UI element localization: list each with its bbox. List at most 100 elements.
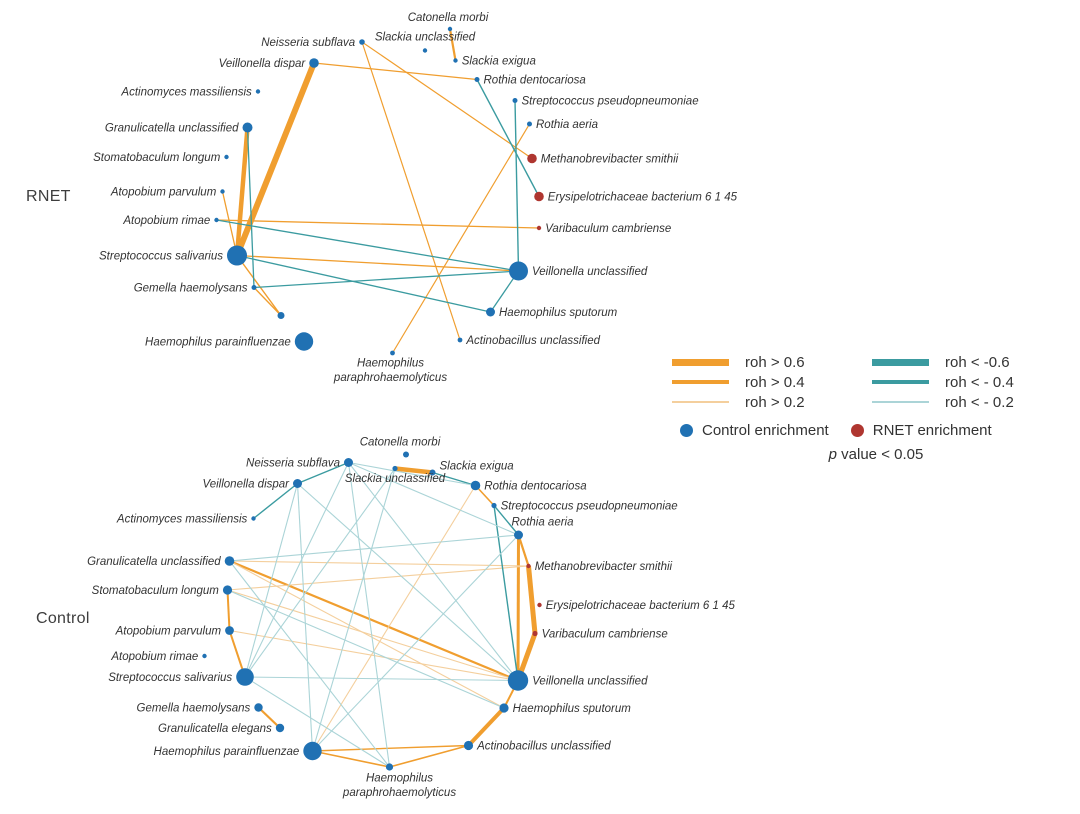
- control-node-label-parvulum: Atopobium parvulum: [115, 626, 222, 638]
- legend-label: roh > 0.2: [745, 393, 805, 411]
- control-node-label-veillonella_u: Veillonella unclassified: [532, 676, 648, 688]
- control-node-catonella: [403, 451, 409, 458]
- rnet-node-dentocariosa: [474, 77, 480, 82]
- control-edge-neisseria-salivarius: [244, 462, 349, 678]
- rnet-node-salivarius: [227, 245, 247, 266]
- control-node-massiliensis: [251, 516, 256, 521]
- rnet-node-label-actinobacillus: Actinobacillus unclassified: [465, 335, 600, 347]
- rnet-node-label-parainfluenzae: Haemophilus parainfluenzae: [145, 337, 291, 349]
- control-node-label-granulicatella_e: Granulicatella elegans: [158, 723, 272, 735]
- rnet-node-label-veillonella_u: Veillonella unclassified: [532, 266, 648, 278]
- rnet-network-title: RNET: [26, 188, 71, 205]
- control-edge-dispar-massiliensis: [253, 482, 298, 520]
- control-edge-dispar-salivarius: [244, 483, 299, 678]
- rnet-node-varibaculum: [536, 225, 542, 231]
- control-node-label-varibaculum: Varibaculum cambriense: [542, 629, 668, 641]
- rnet-node-label-exigua: Slackia exigua: [462, 56, 536, 68]
- control-edge-pseudo-veillonella_u: [493, 505, 519, 681]
- control-node-label-methano: Methanobrevibacter smithii: [535, 561, 673, 573]
- control-node-dentocariosa: [470, 480, 481, 491]
- legend-label: roh < -0.6: [945, 353, 1010, 371]
- rnet-node-massiliensis: [255, 89, 261, 94]
- rnet-edge-salivarius-unlabeled: [236, 255, 282, 316]
- control-enrichment-dot-icon: [680, 423, 693, 437]
- rnet-node-label-methano: Methanobrevibacter smithii: [541, 154, 679, 166]
- control-edge-aeria-veillonella_u: [516, 534, 520, 681]
- rnet-node-label-neisseria: Neisseria subflava: [261, 37, 355, 49]
- legend-row-neg-mid: roh < - 0.4: [872, 372, 1080, 392]
- legend-label: roh < - 0.2: [945, 393, 1014, 411]
- control-edge-gemella-granulicatella_e: [257, 706, 281, 729]
- negative-medium-line-swatch: [872, 380, 929, 384]
- control-edge-parainfluenzae-actinobacillus: [312, 744, 469, 752]
- rnet-enrichment-dot-icon: [850, 423, 864, 437]
- control-edge-granulicatella_u-methano: [229, 560, 529, 567]
- rnet-edge-salivarius-sputorum: [236, 254, 491, 313]
- rnet-node-rimae: [214, 217, 219, 223]
- rnet-node-neisseria: [359, 39, 365, 45]
- control-edge-salivarius-paraphro: [244, 676, 390, 768]
- control-edge-parainfluenzae-paraphro: [312, 750, 390, 768]
- legend-row-pos-thin: roh > 0.2: [672, 392, 872, 412]
- rnet-node-granulicatella_u: [242, 122, 253, 133]
- rnet-node-catonella: [447, 26, 453, 32]
- control-node-label-aeria: Rothia aeria: [512, 517, 574, 529]
- rnet-node-label-catonella: Catonella morbi: [408, 12, 489, 24]
- control-edge-paraphro-actinobacillus: [389, 744, 469, 768]
- control-node-parvulum: [225, 626, 234, 635]
- network-control: Catonella morbi Neisseria subflava Slackia…: [87, 437, 735, 800]
- control-node-label-rimae: Atopobium rimae: [110, 651, 198, 663]
- control-edge-granulicatella_u-veillonella_u: [229, 559, 519, 682]
- rnet-node-stomatobaculum: [224, 154, 229, 160]
- rnet-node-label-gemella: Gemella haemolysans: [134, 283, 248, 295]
- control-node-label-pseudo: Streptococcus pseudopneumoniae: [501, 501, 678, 513]
- rnet-node-ery: [534, 191, 544, 202]
- control-edge-slackia_u-parainfluenzae: [311, 468, 396, 752]
- rnet-node-paraphro: [390, 350, 395, 356]
- control-edge-parvulum-veillonella_u: [229, 629, 519, 682]
- legend-row-neg-thin: roh < - 0.2: [872, 392, 1080, 412]
- rnet-node-actinobacillus: [457, 337, 463, 343]
- rnet-node-label-slackia_u: Slackia unclassified: [375, 31, 476, 43]
- control-node-paraphro: [385, 763, 394, 771]
- positive-medium-line-swatch: [672, 380, 729, 384]
- legend-label: roh > 0.6: [745, 353, 805, 371]
- control-node-label-massiliensis: Actinomyces massiliensis: [116, 514, 248, 526]
- control-node-label-dentocariosa: Rothia dentocariosa: [484, 481, 586, 493]
- network-rnet: Catonella morbi Neisseria subflava Slackia…: [93, 12, 738, 384]
- rnet-node-pseudo: [512, 98, 518, 103]
- rnet-edge-gemella-veillonella_u: [253, 270, 519, 289]
- control-edge-slackia_u-salivarius: [244, 468, 396, 678]
- rnet-node-label-parvulum: Atopobium parvulum: [110, 187, 217, 199]
- rnet-node-label-varibaculum: Varibaculum cambriense: [545, 223, 671, 235]
- control-node-label-dispar: Veillonella dispar: [202, 479, 290, 491]
- control-node-dispar: [293, 479, 302, 488]
- control-edge-granulicatella_u-aeria: [229, 534, 519, 562]
- legend-row-pos-strong: roh > 0.6: [672, 352, 872, 372]
- control-edge-granulicatella_u-paraphro: [229, 560, 390, 768]
- negative-thick-line-swatch: [872, 358, 929, 366]
- control-node-parainfluenzae: [303, 741, 322, 761]
- control-edge-neisseria-paraphro: [347, 462, 391, 768]
- legend-row-neg-strong: roh < -0.6: [872, 352, 1080, 372]
- rnet-node-label-stomatobaculum: Stomatobaculum longum: [93, 152, 221, 164]
- control-node-varibaculum: [532, 630, 538, 637]
- control-node-actinobacillus: [463, 740, 474, 751]
- control-node-label-exigua: Slackia exigua: [440, 461, 514, 473]
- rnet-edge-granulicatella_u-gemella: [246, 127, 255, 288]
- control-node-label-paraphro: Haemophilus paraphrohaemolyticus: [342, 773, 456, 800]
- rnet-edge-salivarius-veillonella_u: [236, 254, 519, 272]
- rnet-edge-aeria-paraphro: [391, 123, 531, 354]
- control-node-label-neisseria: Neisseria subflava: [246, 458, 340, 470]
- rnet-node-label-ery: Erysipelotrichaceae bacterium 6 1 45: [548, 192, 738, 204]
- rnet-node-dispar: [309, 58, 319, 68]
- control-edge-neisseria-dispar: [297, 461, 349, 485]
- rnet-node-parainfluenzae: [294, 332, 314, 351]
- control-node-granulicatella_u: [224, 556, 235, 566]
- rnet-edge-dispar-dentocariosa: [313, 62, 478, 81]
- pvalue-note: p value < 0.05: [672, 446, 1080, 463]
- rnet-edge-parvulum-salivarius: [221, 191, 238, 256]
- rnet-edge-gemella-unlabeled: [253, 287, 282, 316]
- control-node-aeria: [514, 530, 523, 540]
- rnet-node-parvulum: [220, 189, 225, 194]
